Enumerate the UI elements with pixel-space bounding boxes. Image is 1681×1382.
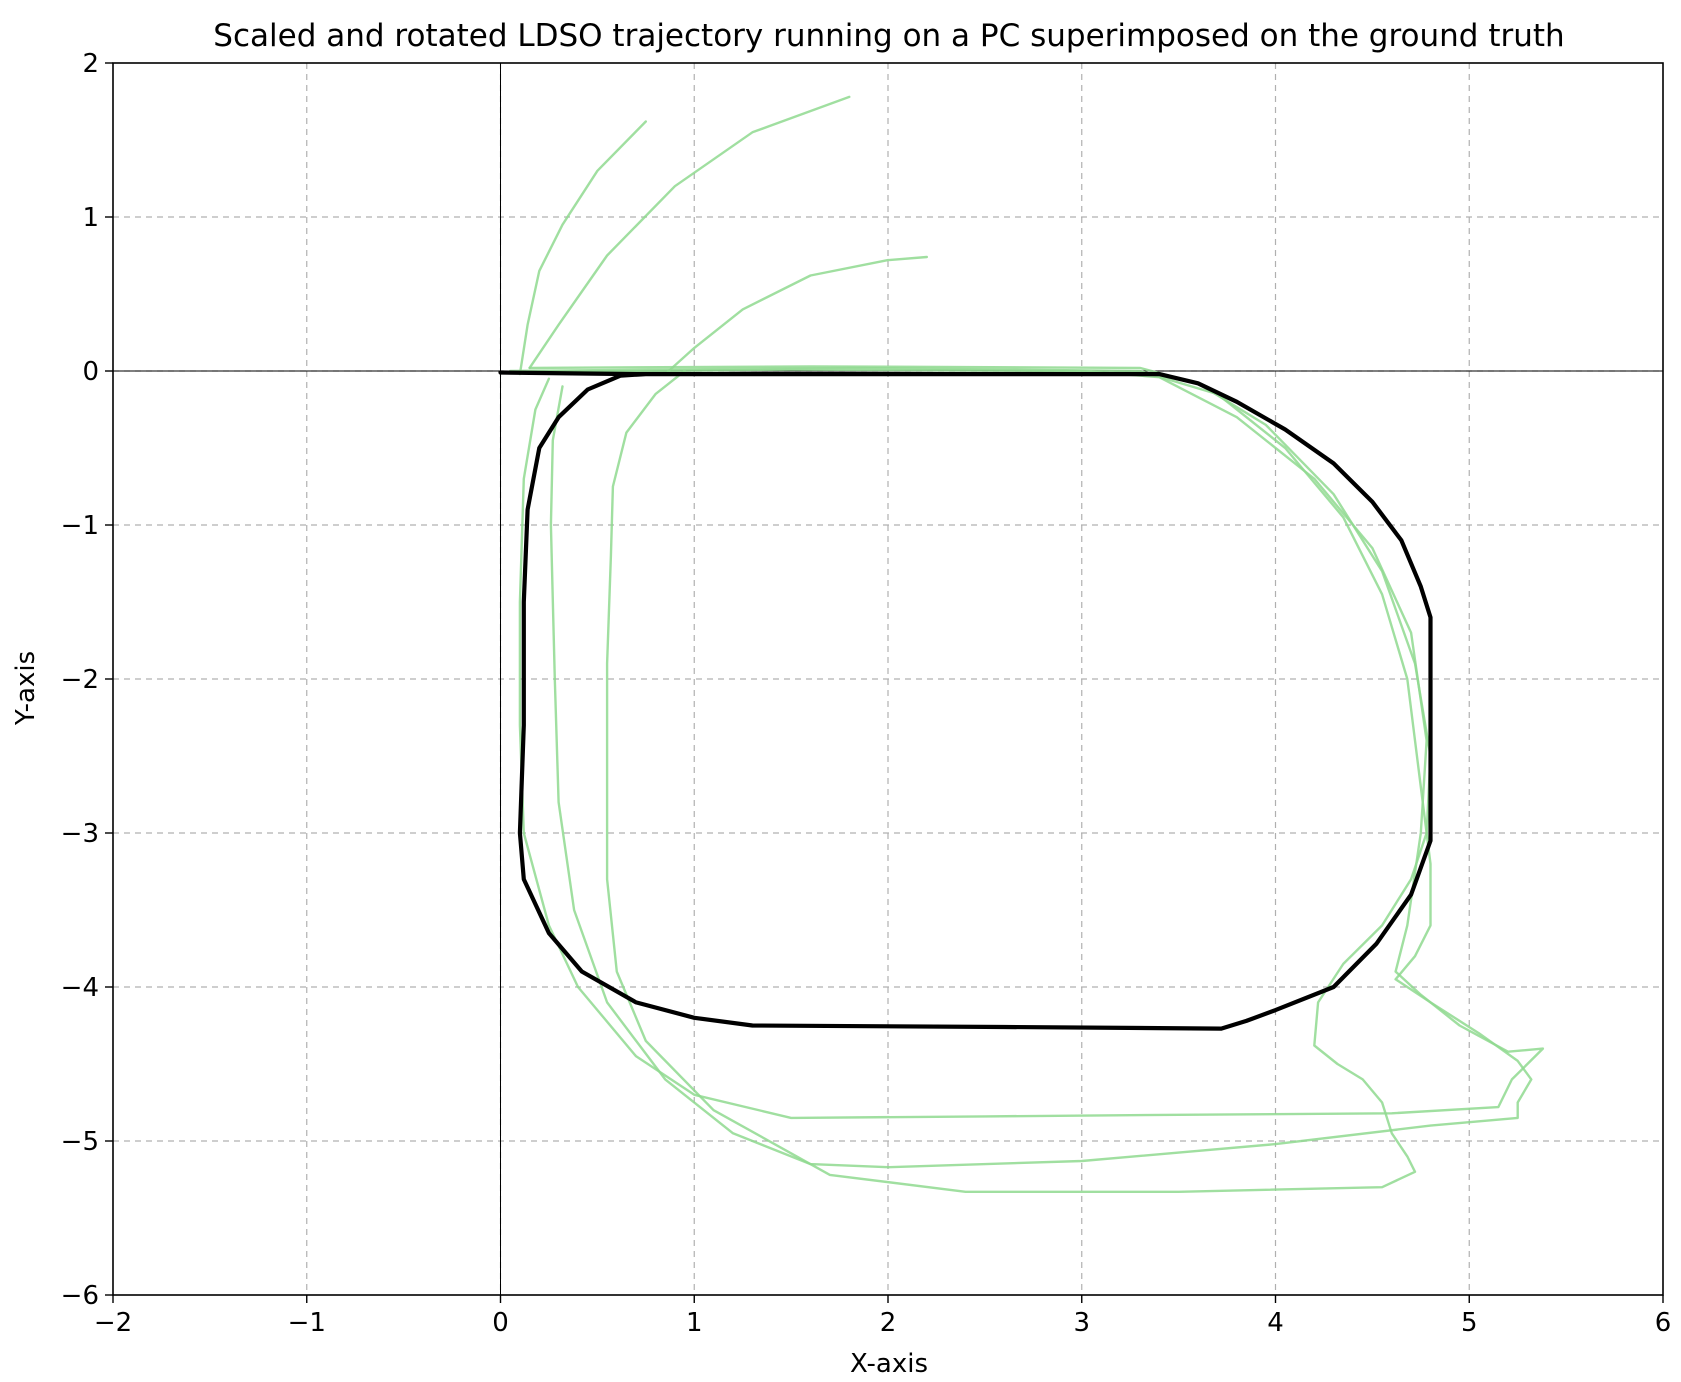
x-tick-label: 1 (686, 1308, 703, 1338)
trajectory-line (528, 95, 851, 370)
series-group (498, 95, 1545, 1194)
x-tick-label: 0 (492, 1308, 509, 1338)
y-tick-label: −5 (61, 1127, 99, 1157)
x-tick-label: 3 (1073, 1308, 1090, 1338)
x-axis-label: X-axis (850, 1349, 928, 1377)
trajectory-line (518, 120, 647, 376)
y-tick-label: −3 (61, 819, 99, 849)
y-tick-label: 2 (82, 49, 99, 79)
y-tick-label: −6 (61, 1281, 99, 1311)
y-axis-label: Y-axis (11, 651, 41, 726)
trajectory-line (664, 255, 928, 376)
trajectory-line (509, 366, 1533, 1169)
x-tick-label: −2 (94, 1308, 132, 1338)
x-tick-label: 2 (880, 1308, 897, 1338)
ground-truth-line (498, 370, 1433, 1031)
trajectory-line (518, 368, 1545, 1120)
y-tick-label: 0 (82, 357, 99, 387)
x-tick-label: 4 (1267, 1308, 1284, 1338)
x-tick-label: −1 (288, 1308, 326, 1338)
chart-title: Scaled and rotated LDSO trajectory runni… (213, 18, 1564, 54)
ticks: −2 −1 0 1 2 3 4 5 6 −6 −5 −4 −3 −2 −1 0 1 2 (61, 49, 1672, 1338)
x-tick-label: 6 (1655, 1308, 1672, 1338)
x-tick-label: 5 (1461, 1308, 1478, 1338)
y-tick-label: −2 (61, 665, 99, 695)
trajectory-line (528, 365, 1432, 1194)
y-tick-label: 1 (82, 203, 99, 233)
y-tick-label: −4 (61, 973, 99, 1003)
y-tick-label: −1 (61, 511, 99, 541)
